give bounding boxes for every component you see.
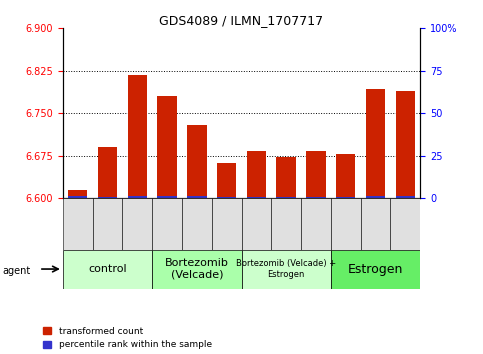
- Bar: [396, 196, 415, 198]
- FancyBboxPatch shape: [361, 198, 390, 250]
- FancyBboxPatch shape: [390, 198, 420, 250]
- Bar: [217, 162, 236, 198]
- Bar: [366, 89, 385, 198]
- Bar: [98, 196, 117, 198]
- Bar: [336, 196, 355, 198]
- Bar: [187, 196, 207, 198]
- FancyBboxPatch shape: [212, 198, 242, 250]
- FancyBboxPatch shape: [93, 198, 122, 250]
- FancyBboxPatch shape: [242, 198, 271, 250]
- Bar: [157, 196, 177, 198]
- FancyBboxPatch shape: [182, 198, 212, 250]
- Bar: [68, 190, 87, 198]
- FancyBboxPatch shape: [152, 198, 182, 250]
- Bar: [68, 196, 87, 198]
- Bar: [306, 196, 326, 198]
- FancyBboxPatch shape: [63, 250, 152, 289]
- Bar: [276, 196, 296, 198]
- FancyBboxPatch shape: [152, 250, 242, 289]
- Bar: [247, 151, 266, 198]
- Title: GDS4089 / ILMN_1707717: GDS4089 / ILMN_1707717: [159, 14, 324, 27]
- Bar: [306, 151, 326, 198]
- Bar: [396, 91, 415, 198]
- Bar: [247, 196, 266, 198]
- Bar: [187, 125, 207, 198]
- Text: control: control: [88, 264, 127, 274]
- Bar: [157, 96, 177, 198]
- FancyBboxPatch shape: [63, 198, 93, 250]
- Bar: [276, 157, 296, 198]
- Bar: [366, 196, 385, 198]
- FancyBboxPatch shape: [331, 250, 420, 289]
- Text: Bortezomib
(Velcade): Bortezomib (Velcade): [165, 258, 229, 280]
- Legend: transformed count, percentile rank within the sample: transformed count, percentile rank withi…: [43, 327, 212, 349]
- Text: Bortezomib (Velcade) +
Estrogen: Bortezomib (Velcade) + Estrogen: [236, 259, 336, 279]
- Bar: [98, 147, 117, 198]
- Bar: [128, 75, 147, 198]
- Text: Estrogen: Estrogen: [348, 263, 403, 275]
- FancyBboxPatch shape: [271, 198, 301, 250]
- FancyBboxPatch shape: [242, 250, 331, 289]
- Bar: [217, 196, 236, 198]
- Bar: [128, 196, 147, 198]
- Text: agent: agent: [2, 266, 30, 276]
- FancyBboxPatch shape: [331, 198, 361, 250]
- FancyBboxPatch shape: [122, 198, 152, 250]
- FancyBboxPatch shape: [301, 198, 331, 250]
- Bar: [336, 154, 355, 198]
